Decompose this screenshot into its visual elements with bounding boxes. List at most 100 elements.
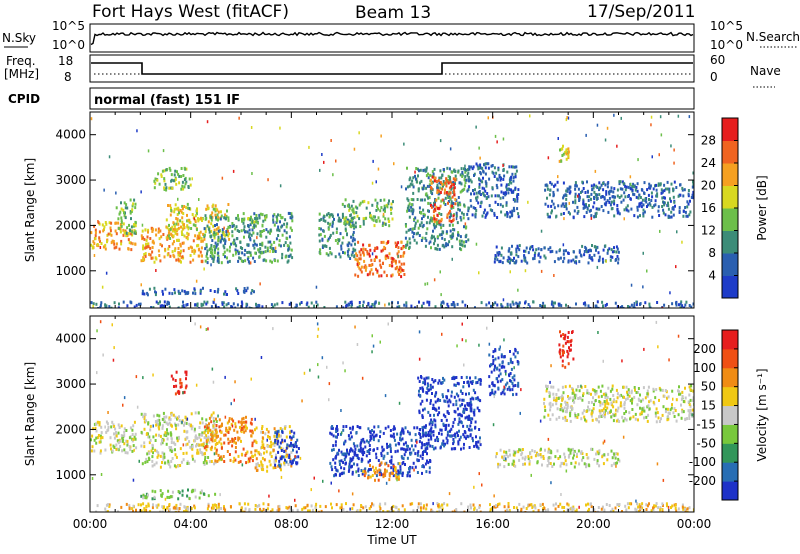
velocity-cell (180, 460, 183, 464)
power-cell (673, 148, 675, 152)
power-cell (376, 204, 379, 208)
power-cell (576, 205, 579, 209)
velocity-cell (492, 383, 495, 387)
velocity-cell (429, 385, 432, 389)
velocity-cell (428, 388, 431, 392)
power-cell (339, 232, 342, 236)
power-cell (452, 301, 455, 304)
power-cell (197, 243, 200, 247)
power-cell (686, 200, 689, 204)
velocity-cell (207, 456, 210, 459)
power-cell (673, 161, 675, 165)
velocity-cell (625, 385, 628, 389)
power-cell (473, 174, 475, 177)
power-cell (387, 217, 390, 221)
velocity-cell (561, 461, 564, 465)
velocity-cell (513, 463, 516, 467)
power-cell (210, 250, 212, 254)
velocity-cell (143, 420, 146, 424)
velocity-cell (609, 397, 612, 401)
velocity-cell (159, 489, 162, 493)
power-cell (689, 199, 691, 203)
velocity-cell (422, 434, 425, 438)
power-cell (380, 240, 383, 244)
velocity-cell (154, 439, 157, 442)
power-cell (173, 255, 176, 259)
power-cell (348, 241, 351, 245)
velocity-cell (292, 443, 295, 447)
power-cell (348, 220, 351, 224)
power-cell (164, 287, 167, 291)
power-cell (667, 201, 669, 205)
power-cell (213, 245, 216, 249)
power-cell (228, 237, 231, 241)
velocity-cell (463, 430, 466, 433)
velocity-cell (162, 438, 165, 442)
velocity-cell (384, 426, 387, 430)
velocity-cell (284, 425, 287, 429)
power-cell (496, 178, 499, 182)
power-cell (593, 215, 596, 219)
power-cell (172, 221, 175, 225)
velocity-cell (349, 449, 352, 453)
velocity-cell (163, 418, 166, 422)
velocity-cell (351, 449, 354, 453)
power-cell (280, 225, 283, 229)
power-cell (92, 240, 95, 244)
power-cell (670, 182, 673, 186)
velocity-cell (172, 377, 175, 381)
velocity-cell (467, 382, 470, 386)
velocity-cell (507, 462, 510, 466)
power-cell (258, 216, 261, 220)
velocity-cell (503, 355, 506, 359)
velocity-cell (548, 456, 551, 460)
power-cell (446, 166, 449, 170)
velocity-cell (205, 434, 208, 438)
velocity-cell (261, 436, 264, 440)
power-cell (410, 203, 413, 207)
power-cell (227, 302, 230, 306)
power-cell (420, 211, 423, 214)
velocity-cell (245, 452, 248, 455)
power-cell (426, 227, 429, 231)
velocity-cell (469, 397, 472, 401)
velocity-cell (211, 434, 214, 438)
velocity-cell (296, 461, 299, 465)
velocity-cell (203, 425, 206, 429)
power-cell (595, 246, 598, 250)
power-cell (455, 214, 458, 218)
velocity-cell (177, 423, 180, 427)
power-cell (411, 227, 414, 231)
power-cell (408, 208, 411, 212)
velocity-cell (251, 431, 254, 435)
power-cell (533, 256, 536, 260)
velocity-cell (582, 456, 585, 460)
velocity-cell (396, 449, 399, 453)
y-axis-label: Slant Range [km] (23, 158, 37, 262)
power-cell (675, 186, 678, 189)
power-cell (461, 189, 463, 193)
power-cell (313, 304, 316, 308)
power-cell (374, 247, 377, 250)
power-cell (151, 250, 154, 254)
power-cell (180, 230, 183, 234)
power-cell (105, 304, 108, 308)
power-cell (506, 304, 509, 308)
power-cell (247, 260, 250, 264)
power-cell (602, 248, 605, 252)
velocity-cell (492, 359, 495, 362)
power-cell (482, 193, 485, 197)
velocity-cell (201, 431, 204, 435)
power-cell (650, 123, 652, 127)
power-cell (656, 301, 659, 304)
power-cell (183, 185, 186, 189)
power-cell (216, 223, 218, 227)
velocity-cell (292, 435, 295, 439)
power-cell (572, 215, 575, 219)
power-cell (126, 304, 129, 308)
power-cell (454, 197, 457, 201)
power-cell (90, 301, 93, 305)
velocity-cell (167, 432, 170, 436)
velocity-cell (215, 448, 218, 452)
power-cell (467, 175, 470, 179)
